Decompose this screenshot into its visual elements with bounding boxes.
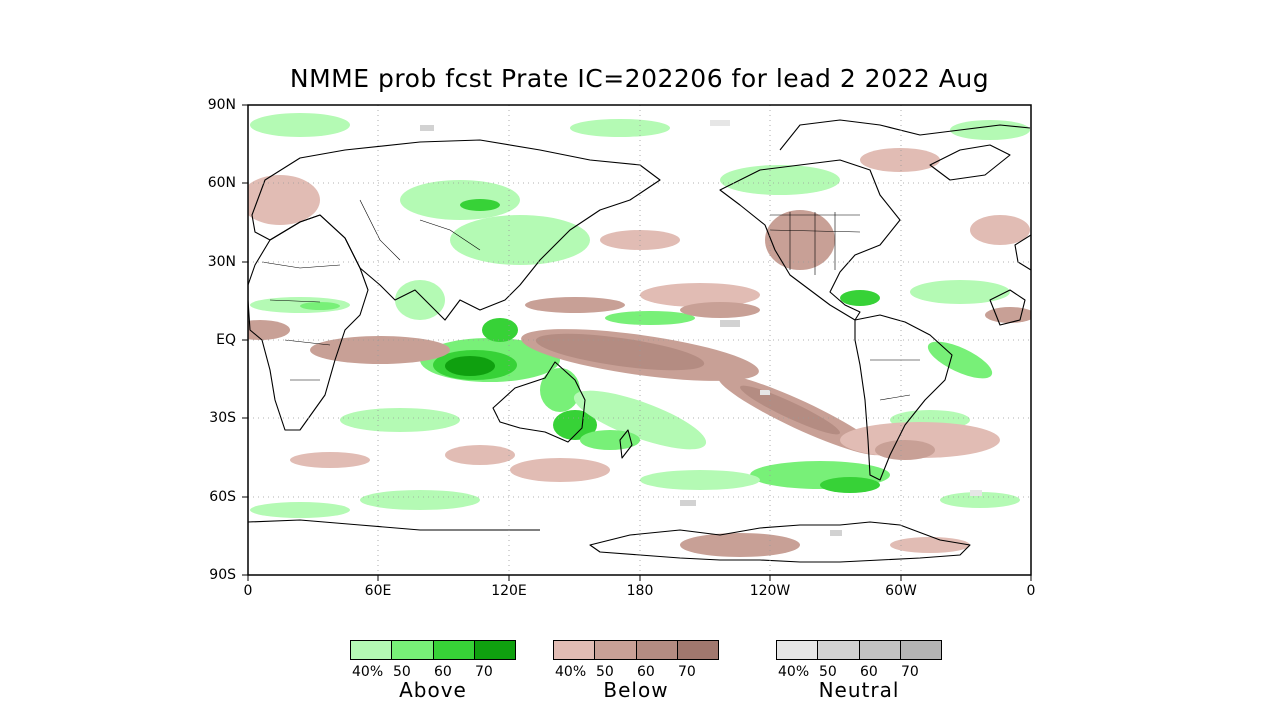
legend-below: 40% 50 60 70 Below xyxy=(553,640,719,702)
tick-label: 40% xyxy=(555,664,587,680)
tick-label: 40% xyxy=(352,664,384,680)
lon-label: 60E xyxy=(364,583,392,599)
swatch-above-40 xyxy=(351,641,393,659)
lon-label: 0 xyxy=(1026,583,1036,599)
plot-frame xyxy=(242,104,1032,581)
lon-label: 60W xyxy=(885,583,917,599)
legend-label-below: Below xyxy=(603,678,669,702)
country-borders xyxy=(261,199,920,401)
lon-label: 0 xyxy=(243,583,253,599)
tick-label: 50 xyxy=(596,664,614,680)
swatch-above-70 xyxy=(474,641,515,659)
neutral-regions xyxy=(420,120,982,536)
lat-label: 90N xyxy=(207,97,236,113)
tick-label: 70 xyxy=(678,664,696,680)
tick-label: 60 xyxy=(637,664,655,680)
lon-label: 120W xyxy=(749,583,791,599)
legend-label-neutral: Neutral xyxy=(818,678,900,702)
legend-label-above: Above xyxy=(399,678,467,702)
lon-label: 120E xyxy=(491,583,527,599)
tick-label: 50 xyxy=(393,664,411,680)
swatch-neutral-60 xyxy=(859,641,901,659)
lat-label: 60N xyxy=(207,175,236,191)
colorbar-above xyxy=(350,640,516,660)
colorbar-neutral xyxy=(776,640,942,660)
lon-label: 180 xyxy=(626,583,654,599)
swatch-below-60 xyxy=(636,641,678,659)
map-title: NMME prob fcst Prate IC=202206 for lead … xyxy=(289,64,990,93)
tick-label: 50 xyxy=(819,664,837,680)
legend-above: 40% 50 60 70 Above xyxy=(350,640,516,702)
tick-label: 40% xyxy=(778,664,810,680)
gridlines xyxy=(248,105,1031,575)
below-regions xyxy=(248,148,1031,557)
swatch-below-70 xyxy=(677,641,718,659)
colorbar-below xyxy=(553,640,719,660)
tick-label: 60 xyxy=(860,664,878,680)
lat-label: 30S xyxy=(209,410,236,426)
lat-label: 90S xyxy=(209,567,236,583)
above-regions xyxy=(250,113,1030,518)
legend-neutral: 40% 50 60 70 Neutral xyxy=(776,640,942,702)
lat-label: 60S xyxy=(209,489,236,505)
swatch-above-60 xyxy=(433,641,475,659)
coastlines xyxy=(248,119,1031,563)
tick-label: 70 xyxy=(901,664,919,680)
swatch-neutral-70 xyxy=(900,641,941,659)
swatch-below-50 xyxy=(595,641,637,659)
lat-label: 30N xyxy=(207,254,236,270)
tick-label: 70 xyxy=(475,664,493,680)
swatch-neutral-40 xyxy=(777,641,819,659)
tick-label: 60 xyxy=(434,664,452,680)
lat-label: EQ xyxy=(216,332,236,348)
swatch-above-50 xyxy=(392,641,434,659)
swatch-below-40 xyxy=(554,641,596,659)
swatch-neutral-50 xyxy=(818,641,860,659)
